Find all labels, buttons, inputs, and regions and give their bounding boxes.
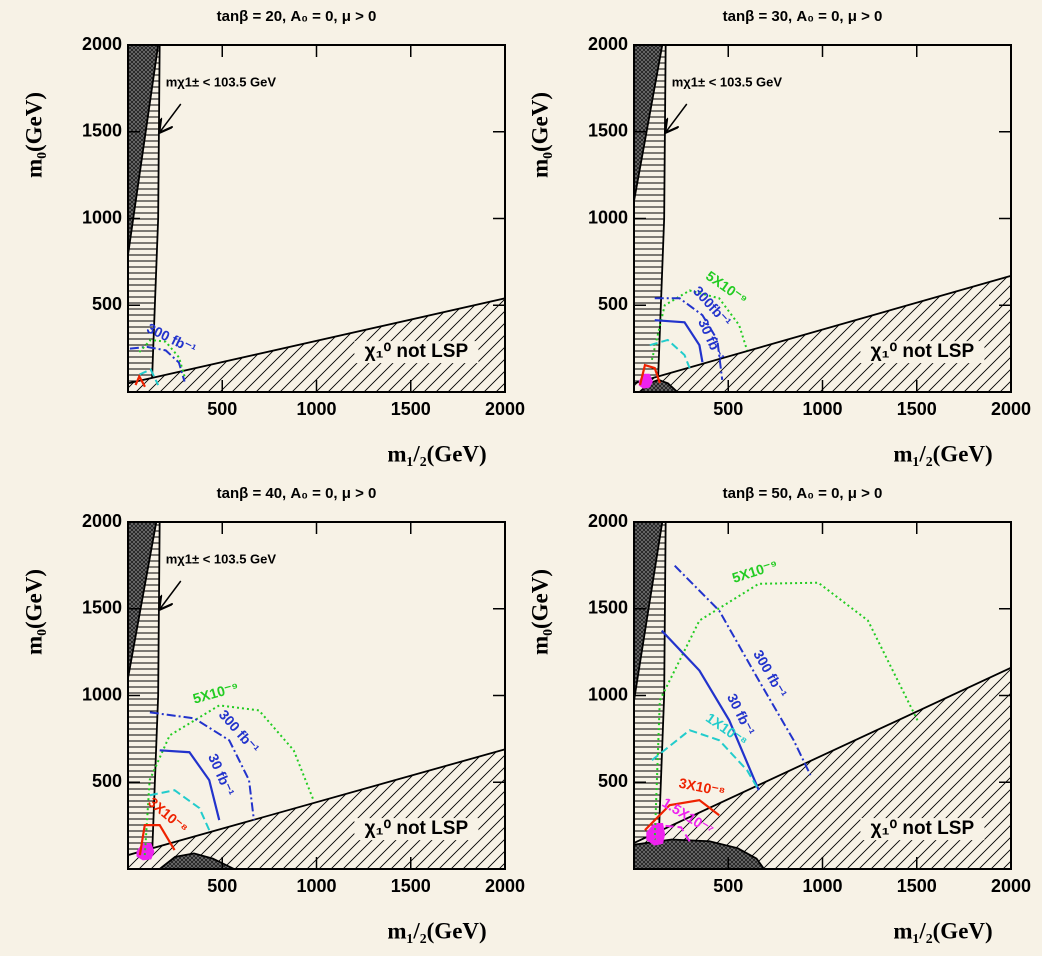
region	[634, 522, 664, 701]
y-tick-label: 500	[92, 771, 122, 791]
x-axis-label: m₁/₂(GeV)	[387, 918, 486, 943]
chargino-arrow	[160, 580, 182, 609]
contour-label: 3X10⁻⁸	[678, 775, 727, 800]
y-tick-label: 1000	[588, 684, 628, 704]
y-tick-label: 2000	[82, 34, 122, 54]
contour	[149, 711, 255, 821]
x-tick-label: 1000	[296, 876, 336, 896]
lsp-label-bg	[354, 818, 479, 841]
contour	[638, 363, 661, 386]
region	[158, 852, 235, 869]
region	[128, 522, 158, 679]
contour	[159, 749, 221, 821]
y-tick-label: 1500	[82, 121, 122, 141]
y-axis-label: m₀(GeV)	[21, 569, 46, 655]
chargino-label: mχ1± < 103.5 GeV	[166, 75, 277, 90]
x-axis-label: m₁/₂(GeV)	[893, 918, 992, 943]
lsp-label: χ₁⁰ not LSP	[365, 341, 469, 362]
lsp-label: χ₁⁰ not LSP	[365, 818, 469, 839]
y-tick-label: 2000	[82, 511, 122, 531]
contour	[650, 824, 692, 844]
y-tick-label: 1500	[588, 598, 628, 618]
contour-label: 300 fb⁻¹	[750, 647, 790, 701]
contour-label: 5X10⁻⁹	[730, 556, 779, 585]
contour	[660, 629, 760, 791]
contour	[644, 798, 720, 831]
x-tick-label: 1500	[391, 399, 431, 419]
y-axis-label: m₀(GeV)	[527, 92, 552, 178]
y-tick-label: 2000	[588, 34, 628, 54]
lsp-label: χ₁⁰ not LSP	[871, 818, 975, 839]
x-tick-label: 2000	[991, 399, 1031, 419]
contour	[138, 338, 186, 377]
contour	[649, 338, 691, 369]
panel-title: tanβ = 50, A₀ = 0, μ > 0	[723, 485, 883, 502]
x-tick-label: 1500	[897, 876, 937, 896]
y-tick-label: 1500	[82, 598, 122, 618]
plot-area	[634, 45, 1011, 392]
contour	[143, 704, 315, 856]
y-tick-label: 1500	[588, 121, 628, 141]
region	[128, 45, 160, 256]
x-tick-label: 1500	[897, 399, 937, 419]
lsp-label-bg	[860, 341, 985, 364]
panel: 300 fb⁻¹500 1000 1500 2000500100015002000ta…	[21, 8, 525, 466]
chargino-label: mχ1± < 103.5 GeV	[166, 552, 277, 567]
x-tick-label: 2000	[485, 399, 525, 419]
x-tick-label: 1000	[802, 399, 842, 419]
x-tick-label: 500	[713, 876, 743, 896]
contour-label: 300 fb⁻¹	[216, 706, 263, 756]
contour-label: 30 fb⁻¹	[205, 751, 238, 799]
y-axis-label: m₀(GeV)	[21, 92, 46, 178]
region	[128, 748, 505, 869]
contour	[651, 729, 760, 791]
y-axis-label: m₀(GeV)	[527, 569, 552, 655]
lsp-label-bg	[860, 818, 985, 841]
x-tick-label: 2000	[485, 876, 525, 896]
contour	[138, 824, 176, 856]
x-tick-label: 500	[207, 876, 237, 896]
contour	[134, 373, 146, 388]
region	[128, 297, 505, 392]
x-tick-label: 500	[713, 399, 743, 419]
contour	[149, 789, 211, 831]
x-axis-label: m₁/₂(GeV)	[387, 441, 486, 466]
y-tick-label: 500	[92, 294, 122, 314]
contour	[650, 289, 749, 361]
contour-label: 5X10⁻⁹	[191, 679, 240, 707]
contour	[653, 581, 919, 841]
x-tick-label: 1000	[802, 876, 842, 896]
y-tick-label: 1000	[588, 207, 628, 227]
contour	[654, 319, 704, 363]
contour	[654, 297, 724, 380]
panel-title: tanβ = 40, A₀ = 0, μ > 0	[217, 485, 377, 502]
contour	[674, 565, 812, 776]
region	[634, 838, 766, 869]
contour	[129, 345, 186, 382]
y-tick-label: 2000	[588, 511, 628, 531]
x-tick-label: 1000	[296, 399, 336, 419]
chargino-label: mχ1± < 103.5 GeV	[672, 75, 783, 90]
contour	[138, 368, 160, 386]
x-axis-label: m₁/₂(GeV)	[893, 441, 992, 466]
y-tick-label: 1000	[82, 684, 122, 704]
x-tick-label: 2000	[991, 876, 1031, 896]
panel-title: tanβ = 30, A₀ = 0, μ > 0	[723, 8, 883, 25]
panel-title: tanβ = 20, A₀ = 0, μ > 0	[217, 8, 377, 25]
lsp-label-bg	[354, 341, 479, 364]
y-tick-label: 500	[598, 294, 628, 314]
x-tick-label: 1500	[391, 876, 431, 896]
region	[634, 45, 664, 202]
lsp-label: χ₁⁰ not LSP	[871, 341, 975, 362]
chargino-arrow	[666, 103, 688, 132]
y-tick-label: 1000	[82, 207, 122, 227]
y-tick-label: 500	[598, 771, 628, 791]
x-tick-label: 500	[207, 399, 237, 419]
chargino-arrow	[160, 103, 182, 132]
